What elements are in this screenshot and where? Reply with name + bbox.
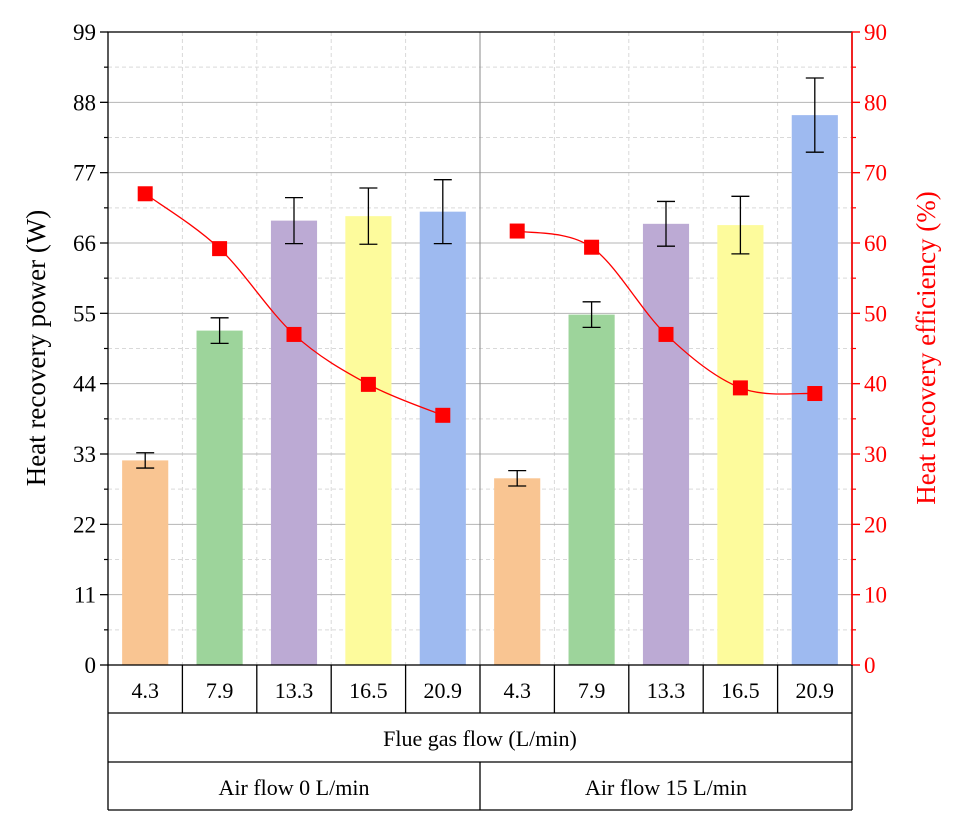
bar bbox=[122, 460, 169, 665]
x-group-label: Air flow 0 L/min bbox=[219, 775, 370, 800]
x-tick-label: 13.3 bbox=[647, 678, 686, 703]
bars bbox=[122, 115, 838, 666]
efficiency-point bbox=[732, 380, 748, 396]
x-tick-label: 13.3 bbox=[275, 678, 314, 703]
bar bbox=[568, 314, 615, 665]
efficiency-point bbox=[137, 186, 153, 202]
efficiency-point bbox=[658, 326, 674, 342]
efficiency-point bbox=[212, 241, 228, 257]
efficiency-point bbox=[807, 386, 823, 402]
y-right-tick-label: 50 bbox=[864, 301, 887, 326]
x-tick-label: 20.9 bbox=[796, 678, 835, 703]
y-left-tick-label: 66 bbox=[73, 231, 96, 256]
grid-lines bbox=[108, 32, 852, 665]
y-right-tick-label: 90 bbox=[864, 20, 887, 45]
y-left-tick-label: 77 bbox=[73, 161, 96, 186]
y-left-tick-label: 33 bbox=[73, 442, 96, 467]
y-left-tick-label: 11 bbox=[74, 583, 96, 608]
bar bbox=[196, 330, 243, 665]
x-tick-label: 4.3 bbox=[131, 678, 159, 703]
bar bbox=[494, 478, 541, 665]
error-bars bbox=[136, 77, 824, 487]
bar bbox=[419, 211, 466, 666]
efficiency-point bbox=[435, 407, 451, 423]
y-left-tick-label: 88 bbox=[73, 90, 96, 115]
axes: 0 11 22 33 44 55 66 77 88 99 0 10 20 30 40 50 60 70 80 90 4.… bbox=[73, 20, 887, 811]
x-tick-label: 7.9 bbox=[206, 678, 234, 703]
x-tick-label: 16.5 bbox=[349, 678, 388, 703]
y-left-tick-label: 22 bbox=[73, 512, 96, 537]
y-right-tick-label: 10 bbox=[864, 583, 887, 608]
y-left-tick-label: 0 bbox=[85, 653, 97, 678]
x-tick-label: 7.9 bbox=[578, 678, 606, 703]
y-right-tick-label: 80 bbox=[864, 90, 887, 115]
efficiency-point bbox=[360, 376, 376, 392]
efficiency-point bbox=[286, 326, 302, 342]
x-axis-flue-gas-label: Flue gas flow (L/min) bbox=[383, 726, 577, 751]
bar bbox=[270, 220, 318, 665]
y-right-tick-label: 70 bbox=[864, 161, 887, 186]
efficiency-point bbox=[509, 223, 525, 239]
x-tick-label: 20.9 bbox=[424, 678, 463, 703]
x-tick-label: 4.3 bbox=[503, 678, 531, 703]
y-axis-left-label: Heat recovery power (W) bbox=[21, 210, 51, 487]
efficiency-point bbox=[584, 239, 600, 255]
y-right-tick-label: 40 bbox=[864, 372, 887, 397]
y-left-tick-label: 44 bbox=[73, 372, 97, 397]
efficiency-lines bbox=[137, 186, 823, 423]
y-right-tick-label: 60 bbox=[864, 231, 887, 256]
y-right-tick-label: 0 bbox=[864, 653, 876, 678]
y-right-tick-label: 30 bbox=[864, 442, 887, 467]
bar bbox=[345, 216, 392, 666]
y-left-tick-label: 99 bbox=[73, 20, 96, 45]
y-axis-right-label: Heat recovery efficiency (%) bbox=[911, 191, 941, 505]
bar bbox=[642, 223, 690, 665]
y-left-tick-label: 55 bbox=[73, 301, 96, 326]
y-right-tick-label: 20 bbox=[864, 512, 887, 537]
bar bbox=[717, 225, 764, 665]
x-tick-label: 16.5 bbox=[721, 678, 760, 703]
x-group-label: Air flow 15 L/min bbox=[585, 775, 747, 800]
